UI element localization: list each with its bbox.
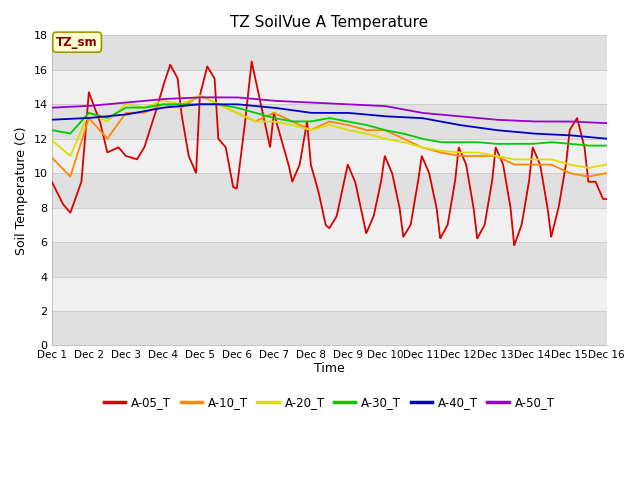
Title: TZ SoilVue A Temperature: TZ SoilVue A Temperature <box>230 15 428 30</box>
Bar <box>52 36 607 70</box>
Bar <box>52 70 607 104</box>
Bar <box>52 207 607 242</box>
Legend: A-05_T, A-10_T, A-20_T, A-30_T, A-40_T, A-50_T: A-05_T, A-10_T, A-20_T, A-30_T, A-40_T, … <box>99 392 559 414</box>
Bar <box>52 276 607 311</box>
Bar <box>52 173 607 207</box>
Bar <box>52 242 607 276</box>
Text: TZ_sm: TZ_sm <box>56 36 98 48</box>
Bar <box>52 311 607 346</box>
Bar <box>52 104 607 139</box>
Y-axis label: Soil Temperature (C): Soil Temperature (C) <box>15 126 28 254</box>
Bar <box>52 139 607 173</box>
X-axis label: Time: Time <box>314 362 345 375</box>
